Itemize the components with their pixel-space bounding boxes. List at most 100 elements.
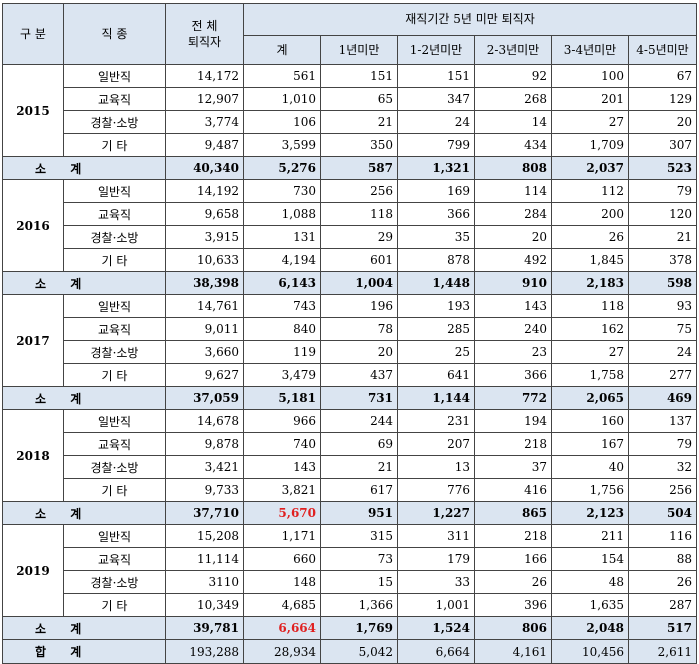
value-cell: 1,144 — [397, 386, 475, 410]
value-cell: 244 — [320, 409, 398, 433]
value-cell: 13 — [397, 455, 475, 479]
value-cell: 129 — [627, 87, 698, 111]
value-cell: 88 — [627, 547, 698, 571]
year-cell: 2015 — [2, 64, 64, 157]
value-cell: 9,733 — [165, 478, 244, 502]
value-cell: 4,194 — [243, 248, 321, 272]
value-cell: 14 — [474, 110, 552, 134]
value-cell: 1,010 — [243, 87, 321, 111]
value-cell: 4,161 — [474, 639, 552, 664]
value-cell: 910 — [474, 271, 552, 295]
value-cell: 137 — [627, 409, 698, 433]
value-cell: 285 — [397, 317, 475, 341]
value-cell: 808 — [474, 156, 552, 180]
value-cell: 660 — [243, 547, 321, 571]
value-cell: 26 — [551, 225, 629, 249]
value-cell: 154 — [551, 547, 629, 571]
value-cell: 3,774 — [165, 110, 244, 134]
value-cell: 160 — [551, 409, 629, 433]
job-cell: 일반직 — [63, 294, 166, 318]
value-cell: 240 — [474, 317, 552, 341]
subtotal-row: 소 계 37,710 5,670 951 1,227 865 2,123 504 — [2, 501, 698, 525]
value-cell: 1,004 — [320, 271, 398, 295]
value-cell: 587 — [320, 156, 398, 180]
value-cell: 12,907 — [165, 87, 244, 111]
subtotal-row: 소 계 37,059 5,181 731 1,144 772 2,065 469 — [2, 386, 698, 410]
value-cell: 366 — [474, 363, 552, 387]
value-cell: 148 — [243, 570, 321, 594]
value-cell: 100 — [551, 64, 629, 88]
value-cell: 118 — [551, 294, 629, 318]
subtotal-row: 소 계 40,340 5,276 587 1,321 808 2,037 523 — [2, 156, 698, 180]
subtotal-label: 소 계 — [2, 386, 166, 410]
value-cell: 193,288 — [165, 639, 244, 664]
value-cell: 78 — [320, 317, 398, 341]
value-cell: 118 — [320, 202, 398, 226]
value-cell: 37,059 — [165, 386, 244, 410]
value-cell: 69 — [320, 432, 398, 456]
value-cell: 20 — [627, 110, 698, 134]
job-cell: 교육직 — [63, 317, 166, 341]
value-cell: 776 — [397, 478, 475, 502]
value-cell: 5,670 — [243, 501, 321, 525]
table-row: 2015 일반직 14,172 561 151 151 92 100 67 — [2, 64, 698, 157]
job-cell: 일반직 — [63, 179, 166, 203]
job-cell: 경찰·소방 — [63, 225, 166, 249]
value-cell: 143 — [474, 294, 552, 318]
value-cell: 3,915 — [165, 225, 244, 249]
value-cell: 20 — [474, 225, 552, 249]
table-row: 2018 일반직 14,678 966 244 231 194 160 137 — [2, 409, 698, 502]
header-col-1: 1년미만 — [320, 35, 398, 65]
value-cell: 315 — [320, 524, 398, 548]
value-cell: 561 — [243, 64, 321, 88]
job-cell: 교육직 — [63, 432, 166, 456]
value-cell: 6,664 — [397, 639, 475, 664]
header-total-line2: 퇴직자 — [187, 35, 222, 49]
subtotal-label: 소 계 — [2, 156, 166, 180]
value-cell: 601 — [320, 248, 398, 272]
table-row: 교육직 12,907 1,010 65 347 268 201 129 — [3, 87, 698, 111]
value-cell: 743 — [243, 294, 321, 318]
value-cell: 151 — [320, 64, 398, 88]
value-cell: 28,934 — [243, 639, 321, 664]
value-cell: 15 — [320, 570, 398, 594]
value-cell: 1,758 — [551, 363, 629, 387]
job-cell: 교육직 — [63, 547, 166, 571]
value-cell: 1,366 — [320, 593, 398, 617]
value-cell: 3,421 — [165, 455, 244, 479]
value-cell: 598 — [627, 271, 698, 295]
value-cell: 1,845 — [551, 248, 629, 272]
subtotal-row: 소 계 38,398 6,143 1,004 1,448 910 2,183 598 — [2, 271, 698, 295]
table-row: 경찰·소방 3,774 106 21 24 14 27 20 — [3, 110, 698, 134]
value-cell: 218 — [474, 432, 552, 456]
value-cell: 366 — [397, 202, 475, 226]
value-cell: 33 — [397, 570, 475, 594]
value-cell: 5,276 — [243, 156, 321, 180]
value-cell: 211 — [551, 524, 629, 548]
value-cell: 9,878 — [165, 432, 244, 456]
header-jikjong: 직 종 — [63, 3, 166, 65]
value-cell: 112 — [551, 179, 629, 203]
subtotal-row: 소 계 39,781 6,664 1,769 1,524 806 2,048 517 — [2, 616, 698, 640]
value-cell: 378 — [627, 248, 698, 272]
value-cell: 256 — [627, 478, 698, 502]
value-cell: 21 — [320, 455, 398, 479]
table-row: 교육직 9,658 1,088 118 366 284 200 120 — [3, 202, 698, 226]
value-cell: 25 — [397, 340, 475, 364]
value-cell: 437 — [320, 363, 398, 387]
value-cell: 196 — [320, 294, 398, 318]
value-cell: 21 — [627, 225, 698, 249]
value-cell: 3,479 — [243, 363, 321, 387]
subtotal-label: 소 계 — [2, 616, 166, 640]
subtotal-label: 소 계 — [2, 271, 166, 295]
value-cell: 32 — [627, 455, 698, 479]
table-row: 교육직 9,878 740 69 207 218 167 79 — [3, 432, 698, 456]
job-cell: 교육직 — [63, 202, 166, 226]
value-cell: 730 — [243, 179, 321, 203]
value-cell: 40 — [551, 455, 629, 479]
job-cell: 경찰·소방 — [63, 570, 166, 594]
year-cell: 2017 — [2, 294, 64, 387]
value-cell: 617 — [320, 478, 398, 502]
value-cell: 169 — [397, 179, 475, 203]
value-cell: 307 — [627, 133, 698, 157]
